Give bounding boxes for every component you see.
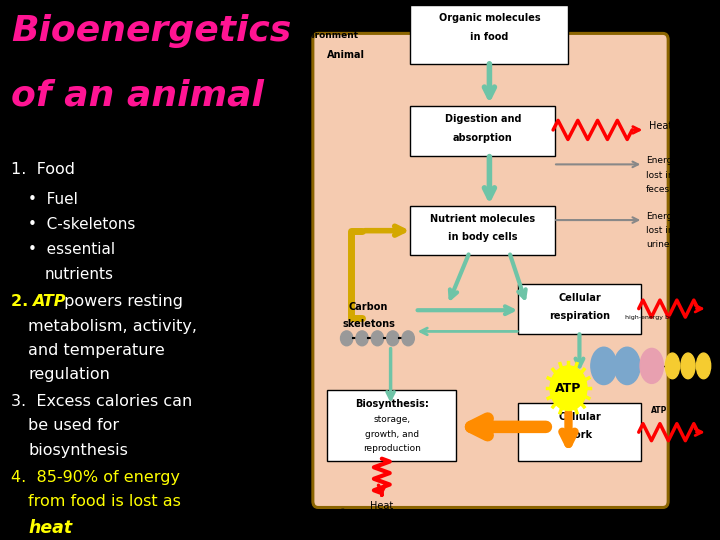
FancyBboxPatch shape [410,206,555,254]
Text: powers resting: powers resting [59,294,183,309]
Ellipse shape [665,353,680,379]
FancyBboxPatch shape [410,5,569,64]
Text: biosynthesis: biosynthesis [28,443,128,458]
FancyBboxPatch shape [518,403,641,461]
Ellipse shape [640,348,663,383]
Ellipse shape [696,353,711,379]
Text: be used for: be used for [28,418,120,434]
Text: Energy: Energy [647,157,678,165]
Text: Heat: Heat [649,121,672,131]
FancyBboxPatch shape [410,106,555,157]
Text: 4.  85-90% of energy: 4. 85-90% of energy [12,470,180,485]
Ellipse shape [614,347,640,384]
Text: lost in: lost in [647,171,674,180]
Circle shape [402,331,414,346]
Text: •  essential: • essential [28,242,115,258]
Text: Heat: Heat [370,501,393,511]
Text: External: External [294,15,337,24]
Circle shape [341,331,353,346]
Text: feces: feces [647,185,670,193]
Text: work: work [566,429,593,440]
Text: absorption: absorption [453,133,513,143]
Text: ATP: ATP [652,406,667,415]
Text: Digestion and: Digestion and [444,114,521,124]
FancyBboxPatch shape [518,284,641,334]
Ellipse shape [681,353,695,379]
Text: Carbon: Carbon [349,302,388,312]
Text: ATP: ATP [32,294,66,309]
Text: storage,: storage, [373,415,410,424]
Text: high-energy bond: high-energy bond [625,315,681,320]
Text: Nutrient molecules: Nutrient molecules [431,214,536,224]
Text: reproduction: reproduction [363,444,420,454]
Text: growth, and: growth, and [364,429,419,438]
Text: Cellular: Cellular [558,293,600,303]
Text: in food: in food [470,32,508,42]
Circle shape [550,366,587,410]
Text: in body cells: in body cells [448,232,518,242]
Text: ATP: ATP [555,382,582,395]
Text: and temperature: and temperature [28,343,165,358]
Text: urine: urine [647,240,670,249]
Text: nutrients: nutrients [45,267,114,282]
Text: Organic molecules: Organic molecules [438,14,540,23]
Circle shape [387,331,399,346]
Circle shape [356,331,368,346]
Text: heat: heat [28,519,72,537]
Ellipse shape [591,347,617,384]
Text: skeletons: skeletons [342,319,395,329]
Text: Energy: Energy [647,212,678,221]
Text: •  Fuel: • Fuel [28,192,78,207]
Text: environment: environment [294,31,359,40]
Text: 2.: 2. [12,294,34,309]
Text: Bioenergetics: Bioenergetics [12,14,292,48]
Circle shape [372,331,384,346]
Text: Copyright © Pearson Education, Inc., publishing as Benjamin Cummings.: Copyright © Pearson Education, Inc., pub… [302,509,558,516]
Text: •  C-skeletons: • C-skeletons [28,217,135,232]
Text: metabolism, activity,: metabolism, activity, [28,319,197,334]
Text: respiration: respiration [549,311,610,321]
Text: from food is lost as: from food is lost as [28,494,181,509]
FancyBboxPatch shape [327,390,456,461]
Text: Heat: Heat [711,300,720,310]
Text: lost in: lost in [647,226,674,235]
FancyBboxPatch shape [313,33,668,508]
Text: Biosynthesis:: Biosynthesis: [355,399,428,409]
Text: Animal: Animal [327,50,365,60]
Text: 1.  Food: 1. Food [12,162,75,177]
Text: Heat: Heat [711,423,720,434]
Text: of an animal: of an animal [12,78,264,112]
Text: Cellular: Cellular [558,412,600,422]
Text: 3.  Excess calories can: 3. Excess calories can [12,394,192,409]
Text: regulation: regulation [28,367,110,382]
